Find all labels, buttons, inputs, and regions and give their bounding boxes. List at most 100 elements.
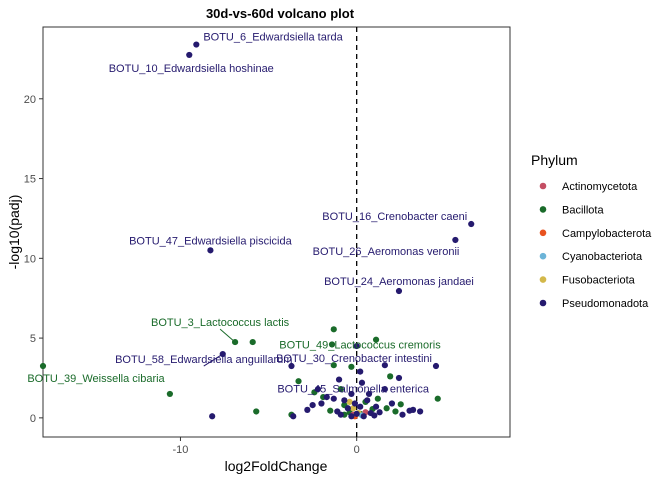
x-tick-label: 0 [354,444,360,456]
data-point-pseudomonadota [314,386,322,393]
legend-key-fusobacteriota [539,276,547,283]
point-label: BOTU_26_Aeromonas veronii [313,246,460,258]
data-point-bacillota [392,408,399,415]
point-label: BOTU_16_Crenobacter caeni [322,211,467,223]
data-point-pseudomonadota [353,342,360,350]
data-point-pseudomonadota [371,412,378,419]
data-point-pseudomonadota [365,390,373,398]
legend-label: Fusobacteriota [562,275,636,287]
y-axis-ticks: 0 5 10 15 20 [24,94,43,425]
panel-border [42,26,511,438]
y-axis-title: -log10(padj) [6,195,22,270]
data-point-pseudomonadota [358,379,366,386]
point-label: BOTU_30_Crenobacter intestini [276,353,432,365]
data-point-pseudomonadota [290,413,297,420]
data-point-bacillota [434,395,441,402]
legend-label: Cyanobacteriota [562,251,643,263]
label-connectors [203,328,236,367]
legend-entries: Actinomycetota Bacillota Campylobacterota C… [539,181,652,310]
legend-key-actinomycetota [539,182,547,190]
data-point-bacillota [253,408,260,415]
data-point-pseudomonadota [209,413,216,420]
data-point-bacillota [231,338,239,346]
data-point-pseudomonadota [381,362,388,369]
data-point-bacillota [328,341,336,348]
data-point-pseudomonadota [432,362,440,370]
data-point-pseudomonadota [219,350,226,358]
chart-title: 30d-vs-60d volcano plot [206,6,355,21]
data-point-pseudomonadota [395,287,403,295]
data-point-pseudomonadota [399,411,406,418]
data-point-pseudomonadota [318,400,325,407]
label-connector [203,353,224,367]
data-point-bacillota [372,336,380,343]
data-point-pseudomonadota [468,220,475,228]
point-label: BOTU_3_Lactococcus lactis [151,317,290,329]
data-point-pseudomonadota [186,51,193,59]
data-point-bacillota [330,362,337,369]
y-tick-label: 20 [24,94,36,106]
legend-key-campylobacterota [539,229,547,237]
data-point-pseudomonadota [395,374,403,382]
data-point-bacillota [39,362,47,370]
data-point-bacillota [337,386,344,393]
data-point-fusobacteriota [346,398,353,406]
data-point-pseudomonadota [357,403,364,410]
data-point-pseudomonadota [351,400,359,407]
legend-label: Actinomycetota [562,181,638,193]
point-label: BOTU_10_Edwardsiella hoshinae [109,63,274,75]
y-tick-label: 10 [24,253,36,265]
data-point-pseudomonadota [381,386,388,393]
data-point-pseudomonadota [348,413,355,420]
data-point-pseudomonadota [207,247,214,254]
data-point-bacillota [166,390,173,398]
data-point-pseudomonadota [357,368,364,375]
data-point-pseudomonadota [341,397,348,404]
data-point-pseudomonadota [288,362,295,370]
data-point-pseudomonadota [364,397,371,404]
data-point-pseudomonadota [452,236,459,244]
data-point-pseudomonadota [372,403,380,410]
x-tick-label: -10 [173,444,189,456]
data-point-bacillota [249,338,256,346]
data-point-bacillota [348,363,355,370]
data-point-pseudomonadota [335,376,343,383]
x-axis-ticks: -10 0 [173,437,360,456]
legend-label: Campylobacterota [562,228,652,240]
data-point-bacillota [387,373,394,380]
x-axis-title: log2FoldChange [225,458,328,474]
label-connector [219,328,236,343]
point-label: BOTU_6_Edwardsiella tarda [203,32,343,44]
data-point-pseudomonadota [417,408,424,415]
data-point-pseudomonadota [330,395,337,402]
data-point-pseudomonadota [344,405,351,412]
legend-title: Phylum [531,152,578,168]
data-point-bacillota [327,407,334,414]
data-point-pseudomonadota [193,41,200,48]
data-points [39,41,475,420]
point-labels: BOTU_6_Edwardsiella tarda BOTU_10_Edwards… [27,32,474,396]
data-point-fusobacteriota [350,405,357,412]
data-point-pseudomonadota [409,406,417,413]
point-label: BOTU_45_Salmonella enterica [277,383,430,395]
point-label: BOTU_39_Weissella cibaria [27,373,165,385]
point-label: BOTU_47_Edwardsiella piscicida [129,235,293,247]
legend-label: Bacillota [562,204,604,216]
legend-label: Pseudomonadota [562,298,649,310]
point-label: BOTU_49_Lactococcus cremoris [279,339,441,351]
data-point-bacillota [295,378,302,385]
data-point-pseudomonadota [323,394,330,401]
data-point-pseudomonadota [360,413,367,420]
y-tick-label: 15 [24,174,36,186]
point-label: BOTU_24_Aeromonas jandaei [324,276,474,288]
data-point-pseudomonadota [388,400,396,407]
data-point-pseudomonadota [348,390,355,398]
data-point-pseudomonadota [304,406,311,413]
legend-key-cyanobacteriota [539,252,547,260]
data-point-pseudomonadota [337,411,344,418]
data-point-pseudomonadota [309,401,316,409]
data-point-pseudomonadota [376,409,383,416]
data-point-bacillota [397,401,404,408]
